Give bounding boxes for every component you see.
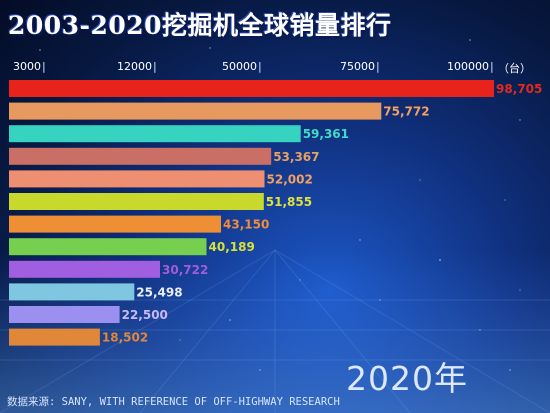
bar-10 [9, 283, 135, 301]
x-axis-unit: （台） [498, 62, 531, 75]
bar-value-label: 52,002 [267, 172, 313, 186]
x-tick-label: 3000 [13, 60, 46, 73]
bar-3 [9, 125, 301, 143]
bar-8 [9, 238, 207, 256]
x-tick-label: 75000 [340, 60, 380, 73]
chart-title: 2003-2020挖掘机全球销量排行 [8, 11, 392, 40]
bar-4 [9, 147, 272, 165]
bar-6 [9, 193, 264, 210]
bar-value-label: 40,189 [209, 240, 255, 254]
bar-value-label: 51,855 [266, 195, 312, 209]
bar-value-label: 18,502 [102, 331, 148, 345]
bar-value-label: 25,498 [136, 285, 182, 299]
bar-11 [9, 306, 120, 323]
bar-value-label: 22,500 [122, 308, 168, 322]
x-axis-ticks: 3000 12000 50000 75000 100000 [0, 60, 550, 76]
x-tick-label: 50000 [222, 60, 262, 73]
bar-2 [9, 102, 382, 120]
bar-9 [9, 260, 160, 278]
bar-5 [9, 170, 265, 188]
bar-1 [9, 80, 494, 97]
year-label: 2020年 [346, 359, 468, 398]
bar-value-label: 98,705 [496, 82, 542, 96]
bar-value-label: 75,772 [383, 105, 429, 119]
bar-value-label: 53,367 [273, 150, 319, 164]
x-tick-label: 12000 [117, 60, 157, 73]
bar-value-label: 43,150 [223, 218, 269, 232]
bar-12 [9, 328, 100, 346]
x-tick-label: 100000 [447, 60, 494, 73]
bar-7 [9, 215, 221, 233]
bar-value-label: 59,361 [303, 127, 349, 141]
bar-value-label: 30,722 [162, 263, 208, 277]
data-source-note: 数据来源: SANY, WITH REFERENCE OF OFF-HIGHWA… [7, 396, 340, 408]
